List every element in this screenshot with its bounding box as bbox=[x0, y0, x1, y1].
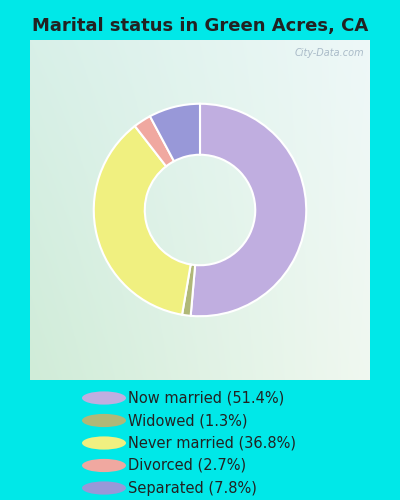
Wedge shape bbox=[191, 104, 306, 316]
Wedge shape bbox=[135, 116, 174, 166]
Text: Never married (36.8%): Never married (36.8%) bbox=[128, 436, 296, 450]
Text: Now married (51.4%): Now married (51.4%) bbox=[128, 390, 284, 406]
Text: Widowed (1.3%): Widowed (1.3%) bbox=[128, 413, 248, 428]
Circle shape bbox=[82, 414, 126, 427]
Wedge shape bbox=[150, 104, 200, 162]
Circle shape bbox=[82, 482, 126, 494]
Text: City-Data.com: City-Data.com bbox=[295, 48, 365, 58]
Wedge shape bbox=[182, 264, 195, 316]
Wedge shape bbox=[94, 126, 191, 314]
Text: Marital status in Green Acres, CA: Marital status in Green Acres, CA bbox=[32, 18, 368, 36]
Text: Separated (7.8%): Separated (7.8%) bbox=[128, 480, 257, 496]
Circle shape bbox=[82, 436, 126, 450]
Circle shape bbox=[82, 392, 126, 404]
Text: Divorced (2.7%): Divorced (2.7%) bbox=[128, 458, 246, 473]
Circle shape bbox=[82, 459, 126, 472]
